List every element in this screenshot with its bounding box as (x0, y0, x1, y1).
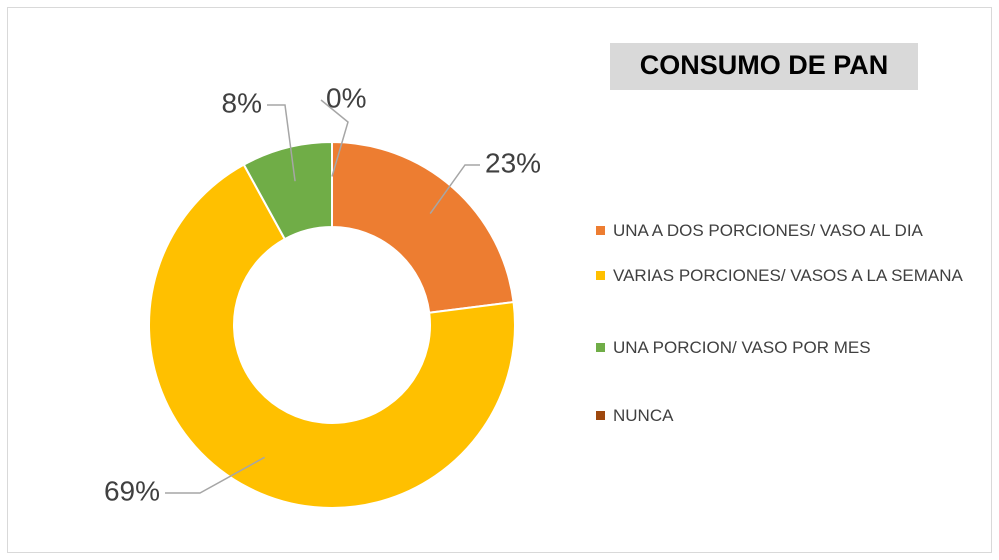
legend-label: NUNCA (613, 406, 674, 425)
legend-swatch (596, 271, 605, 280)
legend-swatch (596, 411, 605, 420)
leader-line (267, 104, 296, 182)
chart-title: CONSUMO DE PAN (640, 50, 889, 80)
donut-slice (148, 163, 516, 509)
data-label: 0% (326, 82, 366, 113)
legend-label: UNA A DOS PORCIONES/ VASO AL DIA (613, 221, 923, 240)
legend-item: NUNCA (596, 403, 963, 428)
legend-swatch (596, 226, 605, 235)
data-label: 8% (222, 87, 262, 118)
legend-label: VARIAS PORCIONES/ VASOS A LA SEMANA (613, 266, 963, 285)
leader-line (165, 456, 265, 494)
data-label: 23% (485, 147, 541, 178)
data-label: 69% (104, 475, 160, 506)
leader-line (320, 99, 349, 177)
donut-slice (331, 140, 515, 314)
legend-item: VARIAS PORCIONES/ VASOS A LA SEMANA (596, 263, 963, 288)
legend-item: UNA PORCION/ VASO POR MES (596, 335, 963, 360)
legend-swatch (596, 343, 605, 352)
leader-line (429, 164, 480, 215)
legend-item: UNA A DOS PORCIONES/ VASO AL DIA (596, 218, 963, 243)
title-box (610, 43, 918, 90)
legend-label: UNA PORCION/ VASO POR MES (613, 338, 871, 357)
